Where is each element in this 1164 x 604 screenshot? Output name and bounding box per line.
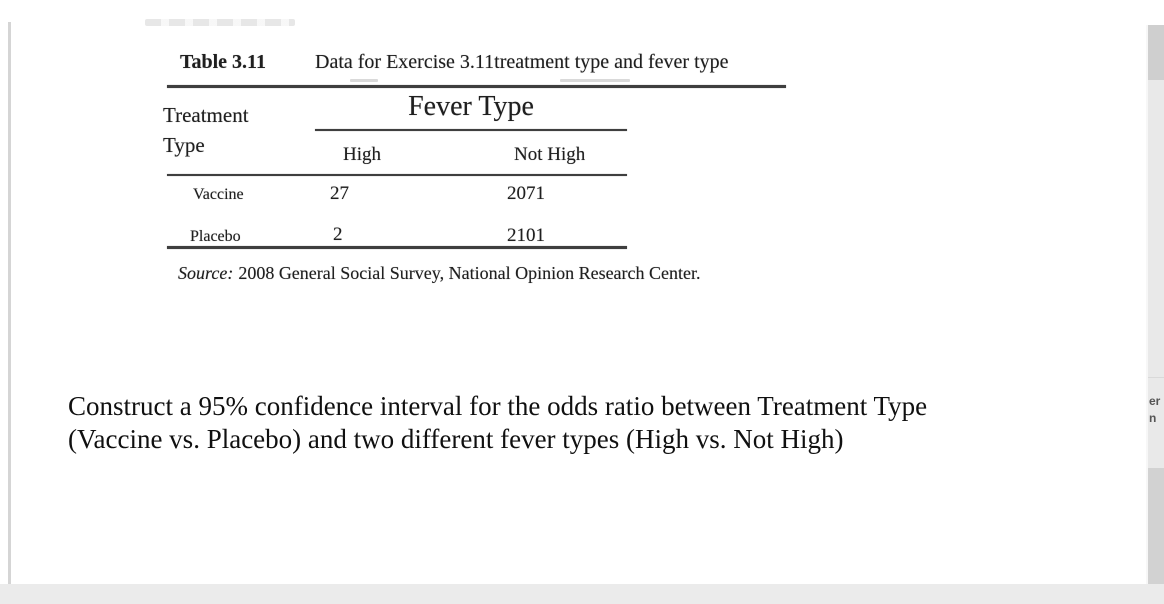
row-label-vaccine: Vaccine (193, 186, 244, 203)
right-panel-top-section (1148, 25, 1164, 80)
cell-vaccine-high: 27 (330, 183, 349, 204)
right-panel-clipped-text-line2: n (1149, 411, 1157, 425)
right-panel-divider (1148, 377, 1164, 378)
table-rule-top (167, 85, 786, 88)
source-text: 2008 General Social Survey, National Opi… (238, 263, 701, 283)
column-header-not-high: Not High (514, 144, 586, 165)
source-label: Source: (178, 263, 234, 283)
header-rule (167, 174, 627, 176)
scan-artifact-smudge (145, 19, 295, 26)
spanner-rule (315, 129, 627, 131)
column-header-high: High (343, 144, 381, 165)
left-page-edge-rule (8, 22, 11, 584)
right-panel-clipped-text-line1: er (1149, 394, 1161, 408)
right-panel-clipped-text: er n (1149, 393, 1164, 427)
cell-placebo-not-high: 2101 (507, 225, 545, 246)
column-spanner-fever-type: Fever Type (408, 91, 534, 122)
table-rule-bottom (167, 246, 627, 249)
table-source: Source: 2008 General Social Survey, Natio… (178, 263, 701, 284)
question-text: Construct a 95% confidence interval for … (68, 390, 1048, 456)
table-caption: Data for Exercise 3.11treatment type and… (315, 51, 729, 73)
stub-header-line2: Type (163, 133, 205, 157)
right-panel-bottom-section (1148, 468, 1164, 584)
table-label: Table 3.11 (180, 51, 266, 73)
cell-placebo-high: 2 (333, 224, 343, 245)
stub-header-line1: Treatment (163, 103, 249, 127)
right-clipped-panel: er n (1146, 25, 1164, 584)
question-text-line1: Construct a 95% confidence interval for … (68, 391, 928, 421)
cell-vaccine-not-high: 2071 (507, 183, 545, 204)
scan-artifact-dash (560, 79, 630, 82)
row-label-placebo: Placebo (190, 228, 241, 245)
question-text-line2: (Vaccine vs. Placebo) and two different … (68, 424, 844, 454)
scan-artifact-dash (350, 79, 378, 82)
bottom-bar (0, 584, 1164, 604)
